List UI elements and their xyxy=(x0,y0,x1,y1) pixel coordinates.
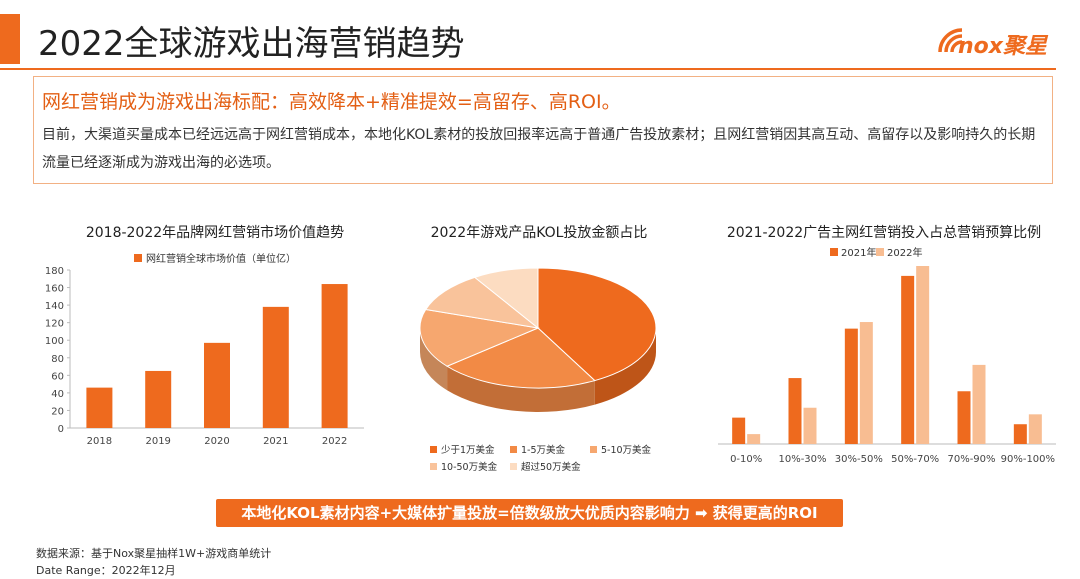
bar-2021年-10%-30% xyxy=(788,378,802,444)
bar-2022年-30%-50% xyxy=(859,322,873,444)
x-tick-label: 2022 xyxy=(322,436,347,447)
x-tick-label: 2020 xyxy=(204,436,229,447)
intro-box: 网红营销成为游戏出海标配：高效降本+精准提效=高留存、高ROI。 目前，大渠道买… xyxy=(33,76,1053,184)
legend-swatch-2022 xyxy=(876,248,884,256)
bar-2020 xyxy=(204,342,230,428)
pie-slice-4 xyxy=(473,267,539,330)
kol-spend-pie-chart: 少于1万美金 1-5万美金 5-10万美金 10-50万美金 超过50万美金 xyxy=(419,267,657,473)
legend-swatch-2021 xyxy=(830,248,838,256)
pie-slice-2 xyxy=(419,308,540,367)
page-title: 2022全球游戏出海营销趋势 xyxy=(38,24,465,64)
y-tick-label: 100 xyxy=(45,336,64,347)
legend-label: 网红营销全球市场价值（单位亿） xyxy=(146,252,296,265)
x-tick-label: 2021 xyxy=(263,436,288,447)
legend-swatch xyxy=(134,254,142,262)
chart3-title: 2021-2022广告主网红营销投入占总营销预算比例 xyxy=(726,225,1042,241)
bar-2022年-50%-70% xyxy=(916,266,930,444)
x-tick-label: 10%-30% xyxy=(778,454,826,465)
bar-2022年-90%-100% xyxy=(1028,414,1042,444)
y-tick-label: 160 xyxy=(45,284,64,295)
y-tick-label: 20 xyxy=(51,406,64,417)
bar-2022 xyxy=(321,284,348,428)
bar-2021年-70%-90% xyxy=(957,391,971,444)
y-tick-label: 80 xyxy=(51,354,64,365)
bar-2021年-50%-70% xyxy=(901,275,915,444)
nox-logo: nox聚星 xyxy=(932,20,1062,60)
chart1-title: 2018-2022年品牌网红营销市场价值趋势 xyxy=(85,225,345,241)
legend-label: 1-5万美金 xyxy=(521,444,566,456)
pie-side-1 xyxy=(447,366,595,412)
pie-side-2 xyxy=(420,328,448,391)
legend-swatch xyxy=(590,446,597,453)
y-tick-label: 180 xyxy=(45,266,64,277)
legend-label: 超过50万美金 xyxy=(521,461,581,473)
x-tick-label: 0-10% xyxy=(730,454,762,465)
y-tick-label: 40 xyxy=(51,389,64,400)
bar-2022年-10%-30% xyxy=(803,407,817,444)
budget-share-bar-chart: 2021年 2022年 0-10% 10%-30% 30%-50% 50%-70% 70%-… xyxy=(718,246,1056,465)
bar-2021年-30%-50% xyxy=(844,328,858,444)
date-range: Date Range：2022年12月 xyxy=(36,564,176,577)
y-tick-label: 120 xyxy=(45,319,64,330)
pie-slice-1 xyxy=(445,327,596,389)
bar-2022年-70%-90% xyxy=(972,364,986,444)
logo-text: nox聚星 xyxy=(958,34,1047,59)
bar-2021年-0-10% xyxy=(732,417,746,444)
y-tick-label: 140 xyxy=(45,301,64,312)
legend-swatch xyxy=(510,463,517,470)
legend-swatch xyxy=(510,446,517,453)
intro-heading: 网红营销成为游戏出海标配：高效降本+精准提效=高留存、高ROI。 xyxy=(42,91,621,113)
x-tick-label: 90%-100% xyxy=(1001,454,1055,465)
legend-swatch xyxy=(430,463,437,470)
x-tick-label: 2018 xyxy=(87,436,112,447)
pie-slice-0 xyxy=(537,267,657,382)
market-value-bar-chart: 网红营销全球市场价值（单位亿） 0 20 40 60 80 100 120 140 160 180 2… xyxy=(45,252,364,447)
intro-body: 目前，大渠道买量成本已经远远高于网红营销成本，本地化KOL素材的投放回报率远高于… xyxy=(42,127,1036,171)
signal-icon xyxy=(938,28,963,53)
legend-label: 少于1万美金 xyxy=(441,444,495,456)
bar-2021 xyxy=(262,306,289,428)
x-tick-label: 30%-50% xyxy=(835,454,883,465)
bar-2019 xyxy=(145,370,172,428)
legend-label-2021: 2021年 xyxy=(841,246,876,259)
y-tick-label: 0 xyxy=(58,424,64,435)
legend-label: 5-10万美金 xyxy=(601,444,652,456)
chart2-title: 2022年游戏产品KOL投放金额占比 xyxy=(430,225,648,241)
x-tick-label: 2019 xyxy=(145,436,170,447)
legend-swatch xyxy=(430,446,437,453)
x-tick-label: 70%-90% xyxy=(947,454,995,465)
legend-label: 10-50万美金 xyxy=(441,461,498,473)
bar-2021年-90%-100% xyxy=(1013,424,1027,444)
header-accent-bar xyxy=(0,14,20,64)
pie-side-0 xyxy=(594,328,656,405)
pie-slice-3 xyxy=(424,276,540,329)
data-source: 数据来源：基于Nox聚星抽样1W+游戏商单统计 xyxy=(36,547,272,560)
bar-2018 xyxy=(86,387,113,428)
y-tick-label: 60 xyxy=(51,371,64,382)
x-tick-label: 50%-70% xyxy=(891,454,939,465)
header-divider xyxy=(0,68,1056,70)
bar-2022年-0-10% xyxy=(747,434,761,444)
conclusion-banner: 本地化KOL素材内容+大媒体扩量投放=倍数级放大优质内容影响力 ➡ 获得更高的R… xyxy=(216,499,843,527)
legend-label-2022: 2022年 xyxy=(887,246,922,259)
